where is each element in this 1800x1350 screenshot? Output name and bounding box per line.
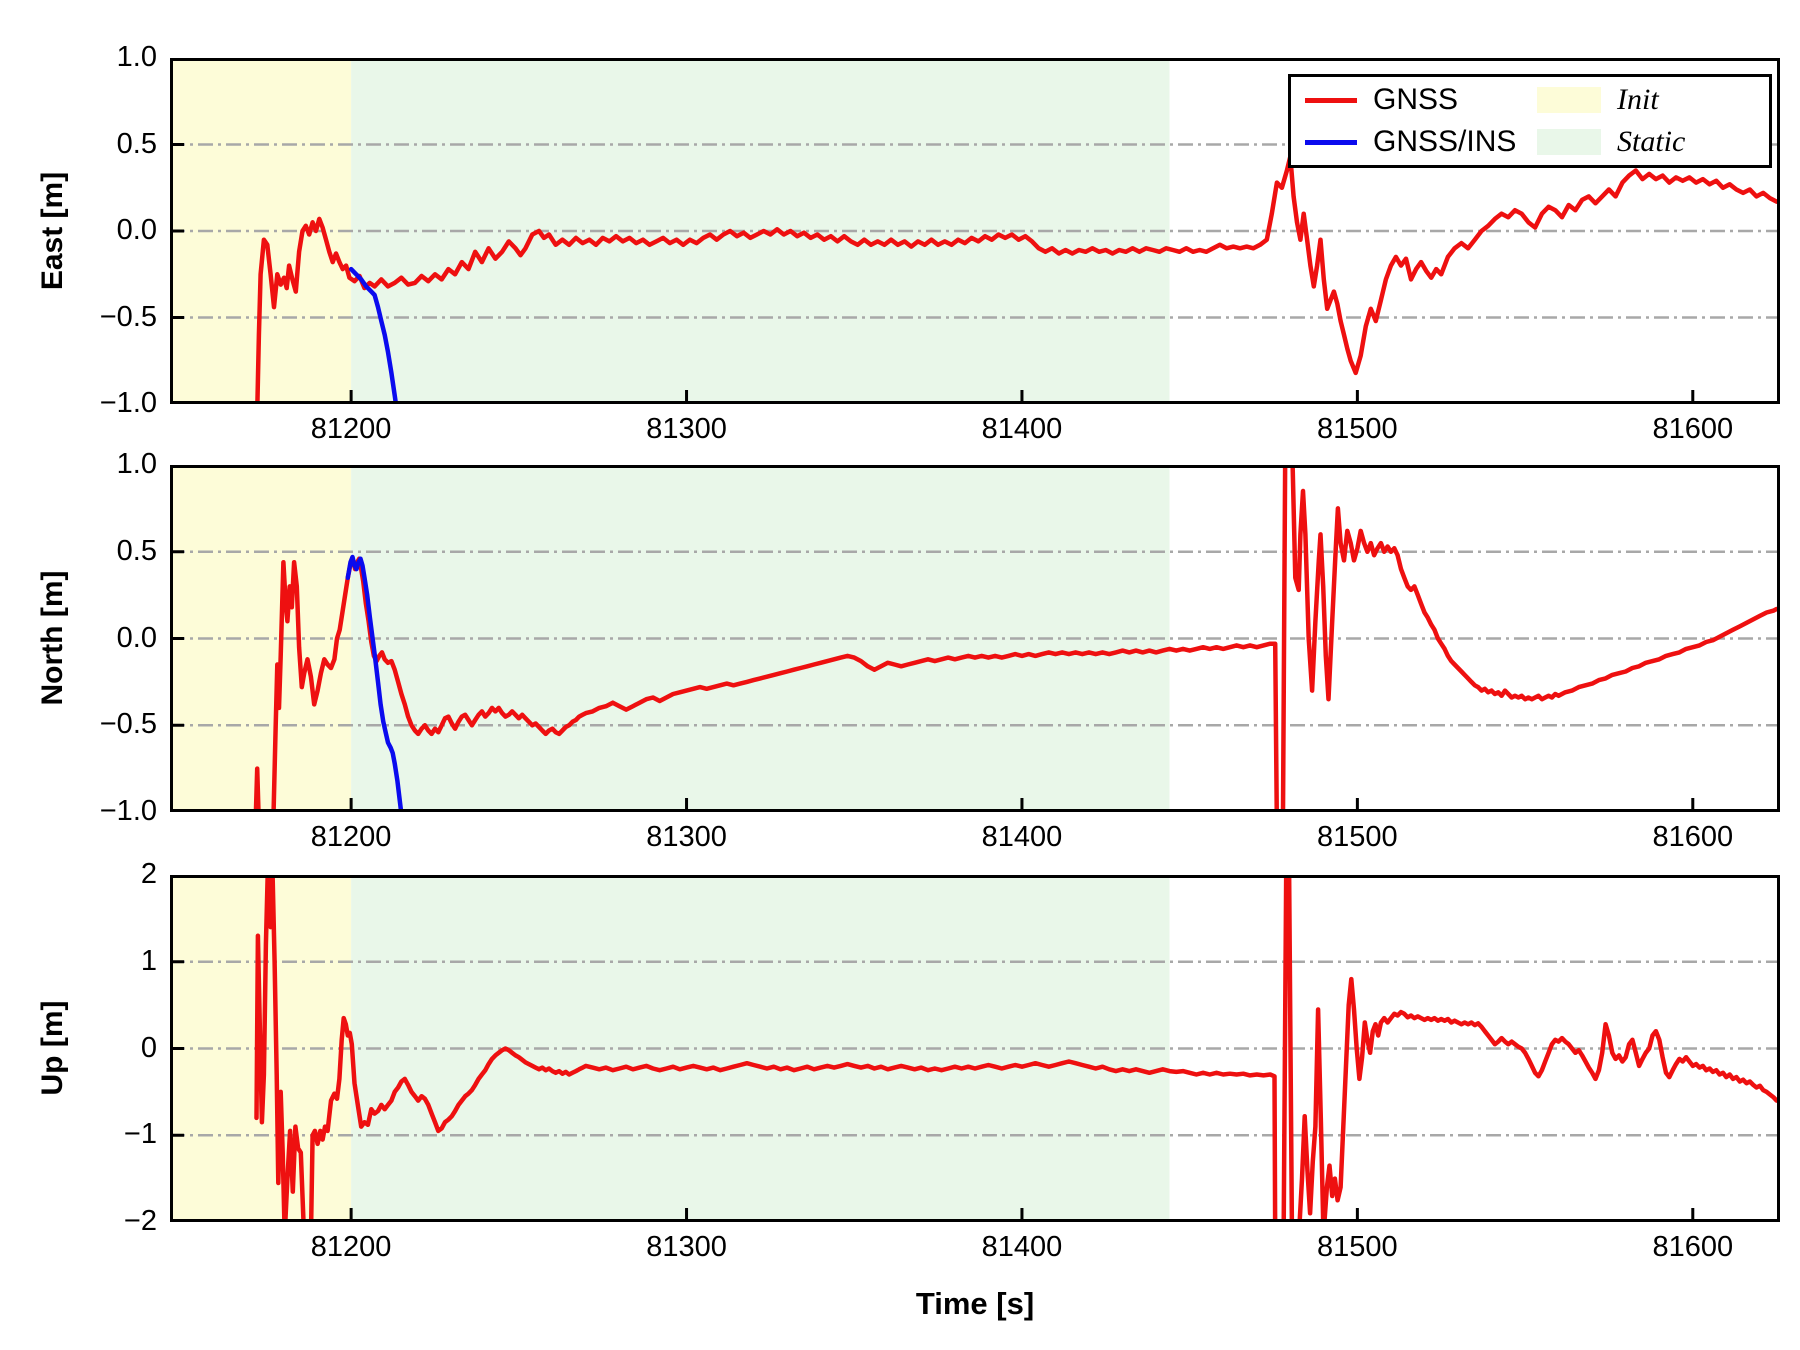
y-tick-label: 0.0 xyxy=(116,214,157,246)
axes-frame xyxy=(170,465,1780,812)
plot-area xyxy=(170,465,1780,812)
legend-entry-gnss: GNSS xyxy=(1305,79,1537,121)
x-tick-label: 81300 xyxy=(646,413,727,445)
plot-area xyxy=(170,58,1780,404)
x-tick-label: 81500 xyxy=(1317,1231,1398,1263)
y-tick-label: 0.5 xyxy=(116,534,157,567)
x-tick-label: 81400 xyxy=(981,413,1063,445)
gnss-ins-line xyxy=(348,266,399,404)
legend-series-column: GNSS GNSS/INS xyxy=(1291,79,1537,163)
gnss-line-swatch xyxy=(1305,97,1357,103)
y-tick-label: 1.0 xyxy=(116,448,157,480)
y-tick-label: −1 xyxy=(123,1118,157,1151)
gnss-line xyxy=(254,875,1779,1222)
legend-entry-static: Static xyxy=(1537,121,1769,163)
gnss-line xyxy=(255,154,1779,404)
y-tick-label: −1.0 xyxy=(99,795,157,827)
ins-line-swatch xyxy=(1305,139,1357,145)
init-patch-swatch xyxy=(1537,87,1601,113)
x-tick-label: 81600 xyxy=(1652,1231,1734,1263)
legend-entry-init: Init xyxy=(1537,79,1769,121)
y-tick-label: −1.0 xyxy=(99,387,157,419)
x-tick-label: 81600 xyxy=(1652,821,1734,853)
legend-label-init: Init xyxy=(1617,83,1659,116)
up-panel: 81200 81300 81400 81500 81600 2 1 0 −1 −2 xyxy=(124,858,1780,1263)
x-tick-label: 81200 xyxy=(310,821,392,853)
legend-region-column: Init Static xyxy=(1537,79,1769,163)
y-tick-label: 0.0 xyxy=(116,621,157,654)
x-tick-label: 81300 xyxy=(646,821,727,853)
x-tick-label: 81500 xyxy=(1317,821,1398,853)
x-tick-label: 81300 xyxy=(646,1231,727,1263)
x-tick-label: 81400 xyxy=(981,821,1063,853)
gnss-ins-line xyxy=(345,554,404,812)
legend-label-gnss: GNSS xyxy=(1373,83,1459,116)
north-panel: 81200 81300 81400 81500 81600 1.0 0.5 0.0 −0.5 −1… xyxy=(100,448,1780,853)
static-patch-swatch xyxy=(1537,129,1601,155)
axes-frame xyxy=(170,58,1780,404)
legend-label-static: Static xyxy=(1617,125,1686,158)
y-tick-label: 1.0 xyxy=(116,41,157,73)
gnss-line xyxy=(253,465,1779,812)
y-tick-label: 2 xyxy=(140,858,157,890)
legend-label-ins: GNSS/INS xyxy=(1373,125,1517,158)
x-tick-label: 81200 xyxy=(310,1231,392,1263)
east-panel: 81200 81300 81400 81500 81600 1.0 0.5 0.0 −0.5 −1… xyxy=(100,41,1780,445)
y-tick-label: −2 xyxy=(123,1205,157,1237)
legend-entry-ins: GNSS/INS xyxy=(1305,121,1537,163)
x-tick-label: 81500 xyxy=(1317,413,1398,445)
y-tick-label: 1 xyxy=(140,944,157,977)
x-tick-label: 81400 xyxy=(981,1231,1063,1263)
x-tick-label: 81200 xyxy=(310,413,392,445)
y-tick-label: 0.5 xyxy=(116,127,157,160)
x-tick-label: 81600 xyxy=(1652,413,1734,445)
plot-area xyxy=(170,875,1780,1222)
y-tick-label: −0.5 xyxy=(99,300,157,333)
axes-frame xyxy=(170,875,1780,1222)
y-tick-label: 0 xyxy=(140,1031,157,1064)
time-axis-label: Time [s] xyxy=(915,1286,1035,1321)
legend: GNSS GNSS/INS Init Static xyxy=(1288,74,1772,168)
y-tick-label: −0.5 xyxy=(99,708,157,741)
